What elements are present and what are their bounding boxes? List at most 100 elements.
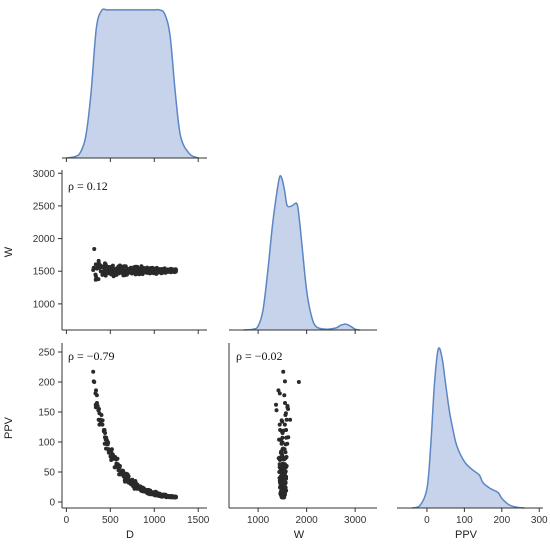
kde-D-density-line [66, 8, 199, 159]
scatter-D-W-y-tick-label-1000: 1000 [33, 299, 56, 310]
scatter-D-PPV-point [103, 431, 108, 435]
scatter-W-PPV-point [277, 391, 282, 396]
scatter-D-PPV-point [174, 495, 179, 500]
scatter-D-PPV-point [102, 428, 107, 432]
scatter-D-PPV-point [95, 404, 100, 408]
scatter-D-PPV-x-tick-label-1500: 1500 [187, 515, 210, 526]
scatter-D-PPV-y-tick-label-50: 50 [44, 468, 56, 479]
ylabel-w: W [3, 246, 15, 257]
kde-PPV-density-fill [411, 347, 525, 508]
scatter-W-PPV-point [283, 480, 288, 485]
scatter-W-PPV-point [276, 388, 281, 393]
scatter-W-PPV-point [281, 369, 286, 374]
ylabel-ppv: PPV [3, 416, 15, 439]
scatter-D-PPV-x-tick-label-500: 500 [102, 515, 119, 526]
scatter-W-PPV-point [281, 468, 286, 473]
scatter-W-PPV-point [296, 380, 301, 384]
scatter-D-W-point [92, 247, 97, 252]
scatter-D-PPV-point [96, 407, 101, 411]
scatter-W-PPV-point [283, 450, 288, 455]
kde-PPV-x-tick-label-200: 200 [493, 515, 510, 526]
xlabel-d: D [126, 529, 134, 541]
scatter-W-PPV-point [283, 442, 288, 447]
scatter-W-PPV-x-tick-label-2000: 2000 [296, 515, 319, 526]
scatter-D-PPV-y-tick-label-150: 150 [38, 408, 55, 419]
kde-PPV-x-tick-label-300: 300 [531, 515, 548, 526]
scatter-W-PPV-x-tick-label-1000: 1000 [247, 515, 270, 526]
scatter-D-PPV-point [91, 369, 96, 374]
scatter-W-PPV-point [285, 404, 290, 408]
scatter-D-PPV-y-tick-label-100: 100 [38, 438, 55, 449]
scatter-W-PPV-point [282, 422, 287, 427]
scatter-W-PPV-point [286, 407, 291, 411]
scatter-D-W-point [91, 265, 96, 270]
scatter-D-PPV-point [126, 474, 131, 479]
kde-D-density-fill [66, 9, 199, 159]
scatter-W-PPV-point [280, 431, 285, 435]
scatter-D-W-point [110, 263, 115, 268]
scatter-W-PPV-point [278, 428, 283, 432]
kde-PPV-x-tick-label-100: 100 [456, 515, 473, 526]
scatter-W-PPV-point [282, 379, 287, 384]
scatter-D-W-y-tick-label-2500: 2500 [33, 201, 56, 212]
scatter-W-PPV-point [279, 418, 284, 423]
scatter-D-PPV-point [100, 422, 105, 427]
scatter-D-W-y-tick-label-2000: 2000 [33, 234, 56, 245]
scatter-W-PPV-point [277, 422, 282, 427]
scatter-W-PPV-point [282, 393, 287, 398]
scatter-D-PPV-y-tick-label-250: 250 [38, 348, 55, 359]
scatter-W-PPV-x-tick-label-3000: 3000 [344, 515, 367, 526]
scatter-D-PPV-y-tick-label-0: 0 [49, 498, 55, 509]
scatter-D-PPV-point [106, 440, 111, 445]
scatter-W-PPV-point [282, 401, 287, 405]
scatter-W-PPV-point [274, 408, 279, 413]
scatter-W-PPV-point [280, 474, 285, 479]
scatter-W-PPV-point [279, 456, 284, 461]
scatter-W-PPV-point [284, 417, 289, 422]
scatter-W-PPV-point [283, 413, 288, 417]
scatter-D-PPV-point [94, 393, 99, 398]
scatter-W-PPV-point [280, 440, 285, 445]
scatter-D-PPV-point [99, 413, 104, 417]
scatter-D-W-point [96, 277, 101, 282]
scatter-D-PPV-x-tick-label-0: 0 [64, 515, 70, 526]
scatter-W-PPV-point [274, 402, 279, 407]
scatter-D-PPV-point [109, 447, 114, 452]
scatter-D-W-point [174, 268, 179, 273]
xlabel-ppv: PPV [455, 529, 478, 541]
rho-annotation-d-ppv: ρ = −0.79 [68, 349, 115, 363]
scatter-D-PPV-y-tick-label-200: 200 [38, 378, 55, 389]
scatter-D-W-y-tick-label-1500: 1500 [33, 267, 56, 278]
scatter-D-PPV-point [94, 401, 99, 405]
scatter-D-W-y-tick-label-3000: 3000 [33, 169, 56, 180]
xlabel-w: W [294, 529, 305, 541]
scatter-D-PPV-point [100, 418, 105, 423]
scatter-W-PPV-point [280, 435, 285, 440]
kde-W-density-fill [243, 175, 361, 330]
kde-PPV-x-tick-label-0: 0 [424, 515, 430, 526]
scatter-W-PPV-point [288, 417, 293, 422]
scatter-W-PPV-point [280, 447, 285, 452]
scatter-D-PPV-point [92, 380, 97, 384]
scatter-D-W-point [103, 273, 108, 278]
scatter-W-PPV-point [284, 435, 289, 440]
scatter-D-PPV-point [97, 422, 102, 427]
rho-annotation-d-w: ρ = 0.12 [68, 179, 108, 193]
scatter-W-PPV-point [284, 464, 289, 468]
scatter-D-PPV-point [104, 435, 109, 440]
scatter-D-W-point [94, 274, 99, 279]
scatter-D-W-point [133, 272, 138, 277]
scatter-W-PPV-point [280, 495, 285, 500]
scatter-D-PPV-point [121, 470, 126, 474]
scatter-W-PPV-point [277, 470, 282, 474]
scatter-D-PPV-point [117, 464, 122, 468]
kde-W-density-line [243, 175, 361, 331]
scatter-W-PPV-point [278, 464, 283, 468]
scatter-D-PPV-x-tick-label-1000: 1000 [143, 515, 166, 526]
scatter-D-PPV-point [94, 388, 99, 393]
scatter-D-PPV-point [115, 456, 120, 461]
kde-PPV-density-line [411, 347, 525, 509]
rho-annotation-w-ppv: ρ = −0.02 [236, 349, 283, 363]
